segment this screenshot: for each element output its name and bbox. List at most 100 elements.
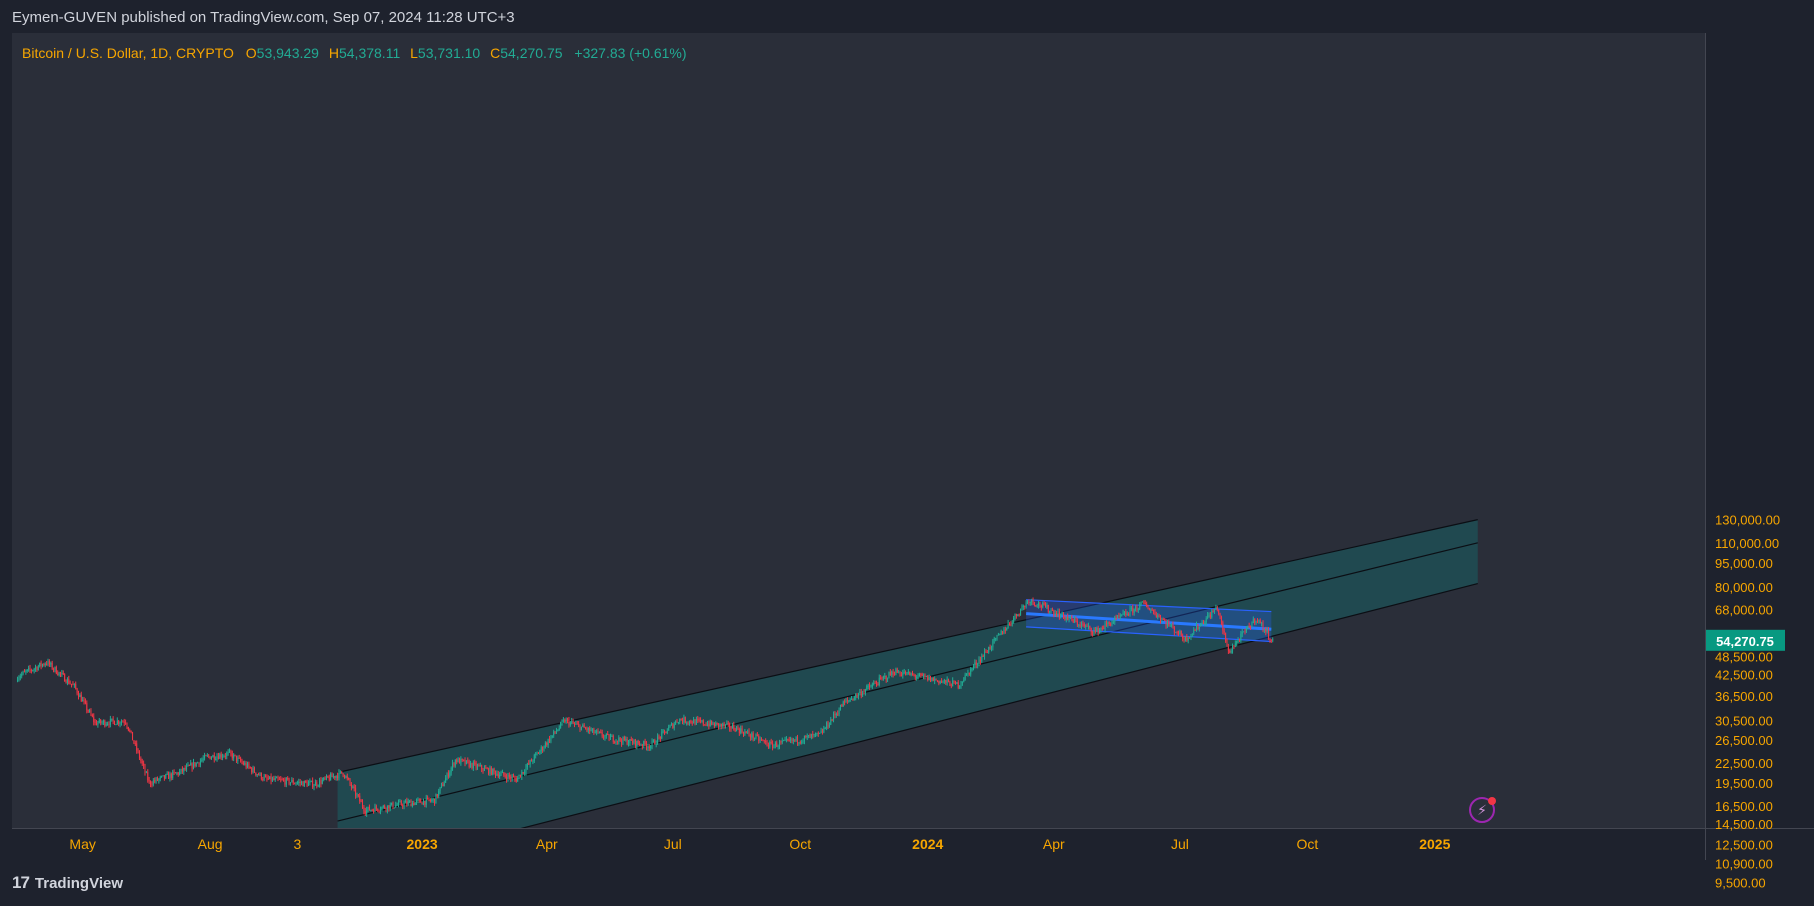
- candle-body: [1162, 618, 1164, 620]
- candle-body: [742, 732, 744, 735]
- time-tick-label: 2023: [407, 836, 438, 852]
- candle-body: [996, 635, 998, 639]
- candle-body: [21, 674, 23, 677]
- candle-body: [1215, 607, 1217, 610]
- candle-body: [763, 740, 765, 742]
- candle-body: [86, 702, 88, 711]
- candle-body: [863, 692, 865, 694]
- inner-channel-mid-line[interactable]: [1026, 612, 1272, 631]
- candle-body: [654, 740, 656, 745]
- candle-body: [511, 776, 513, 779]
- candle-body: [247, 763, 249, 768]
- time-axis[interactable]: [12, 828, 1705, 860]
- candle-body: [1060, 614, 1062, 618]
- candle-body: [245, 763, 247, 768]
- candle-body: [769, 742, 771, 747]
- candle-body: [352, 786, 354, 788]
- price-axis[interactable]: [1705, 33, 1814, 828]
- candle-body: [758, 735, 760, 741]
- candle-body: [278, 778, 280, 780]
- candle-body: [1100, 628, 1102, 630]
- candle-body: [100, 719, 102, 723]
- candle-body: [388, 805, 390, 810]
- candle-body: [1256, 620, 1258, 622]
- candle-body: [972, 665, 974, 669]
- inner-channel-lower-line[interactable]: [1026, 626, 1272, 643]
- symbol-legend[interactable]: Bitcoin / U.S. Dollar, 1D, CRYPTO O53,94…: [22, 45, 687, 61]
- candle-body: [148, 780, 150, 782]
- candle-body: [384, 805, 386, 809]
- candle-body: [780, 741, 782, 743]
- candle-body: [708, 723, 710, 727]
- candle-body: [404, 801, 406, 803]
- outer-channel-mid-line[interactable]: [337, 542, 1478, 822]
- candle-body: [1114, 617, 1116, 622]
- candle-body: [227, 751, 229, 754]
- candle-body: [195, 762, 197, 767]
- candle-body: [1168, 621, 1170, 626]
- candle-body: [615, 740, 617, 743]
- candle-body: [1015, 613, 1017, 617]
- candle-body: [655, 743, 657, 745]
- candle-body: [274, 778, 276, 780]
- candle-body: [327, 775, 329, 778]
- candle-body: [580, 726, 582, 731]
- candle-body: [223, 755, 225, 757]
- lightning-alert-icon[interactable]: ⚡: [1469, 797, 1496, 823]
- candle-body: [1079, 624, 1081, 627]
- candle-body: [730, 728, 732, 730]
- candle-body: [1036, 605, 1038, 607]
- candle-body: [431, 799, 433, 801]
- inner-channel-upper-line[interactable]: [1026, 599, 1272, 613]
- candle-body: [522, 772, 524, 774]
- candle-body: [533, 755, 535, 762]
- candle-body: [1110, 623, 1112, 626]
- candle-body: [666, 730, 668, 734]
- candle-body: [918, 673, 920, 677]
- candle-body: [510, 776, 512, 779]
- candle-body: [874, 682, 876, 684]
- candle-body: [97, 722, 99, 726]
- candle-body: [787, 739, 789, 741]
- candle-body: [339, 771, 341, 773]
- candle-body: [137, 750, 139, 752]
- candle-body: [91, 714, 93, 717]
- candle-body: [1118, 615, 1120, 617]
- candle-body: [1076, 621, 1078, 625]
- candle-body: [1029, 601, 1031, 604]
- candle-body: [568, 719, 570, 726]
- candle-body: [946, 679, 948, 683]
- candle-body: [114, 720, 116, 725]
- candle-body: [924, 675, 926, 677]
- candle-body: [222, 756, 224, 758]
- price-tick-label: 80,000.00: [1715, 580, 1773, 595]
- candle-body: [1272, 639, 1274, 641]
- candle-body: [724, 724, 726, 727]
- candle-body: [1151, 609, 1153, 611]
- outer-channel-fill[interactable]: [337, 519, 1478, 876]
- candle-body: [1144, 602, 1146, 604]
- candle-body: [472, 762, 474, 769]
- candle-body: [1087, 625, 1089, 627]
- candle-body: [917, 676, 919, 678]
- candle-body: [1061, 612, 1063, 615]
- candle-body: [1245, 626, 1247, 632]
- candle-body: [84, 700, 86, 703]
- candle-body: [1051, 609, 1053, 611]
- candle-body: [841, 704, 843, 707]
- candle-body: [357, 794, 359, 796]
- candle-body: [1229, 650, 1231, 653]
- candle-body: [258, 774, 260, 776]
- candle-body: [492, 768, 494, 775]
- symbol-name[interactable]: Bitcoin / U.S. Dollar, 1D, CRYPTO: [22, 45, 234, 61]
- outer-channel-lower-line[interactable]: [338, 582, 1478, 876]
- candle-body: [1007, 623, 1009, 629]
- candle-body: [898, 672, 900, 674]
- candle-body: [403, 802, 405, 807]
- candle-body: [47, 660, 49, 665]
- candle-body: [1197, 625, 1199, 629]
- candle-body: [1032, 599, 1034, 603]
- candle-body: [134, 743, 136, 745]
- tradingview-logo[interactable]: 17 TradingView: [12, 872, 123, 894]
- outer-channel-upper-line[interactable]: [337, 519, 1478, 774]
